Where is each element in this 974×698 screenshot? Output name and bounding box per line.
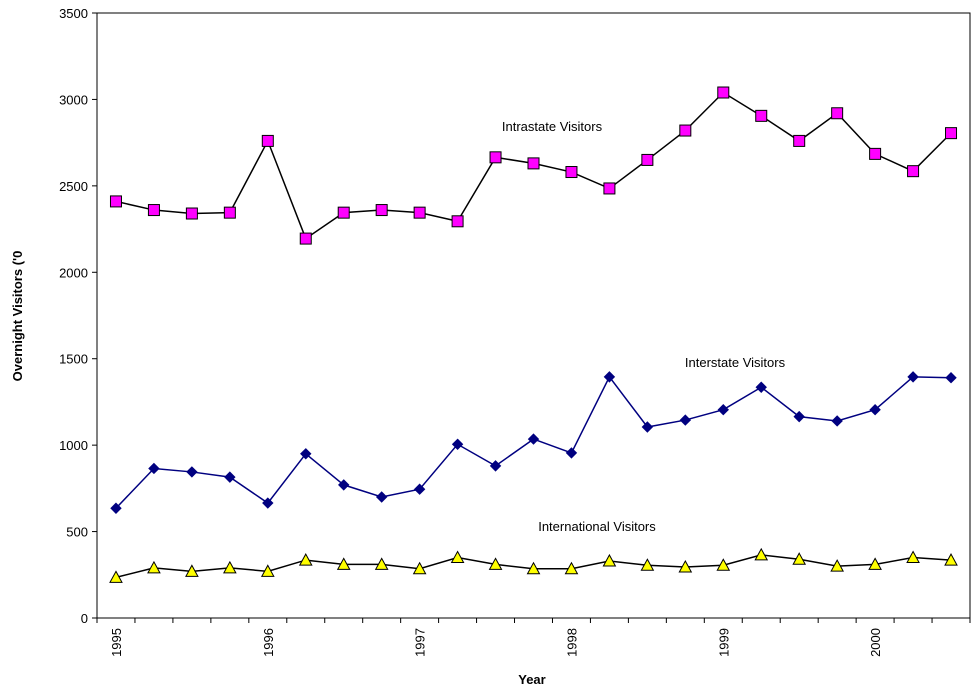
marker <box>224 471 236 483</box>
marker <box>716 558 731 571</box>
marker <box>147 560 161 574</box>
marker <box>412 561 427 575</box>
marker <box>298 553 313 566</box>
marker <box>451 215 464 228</box>
marker <box>489 460 502 472</box>
marker <box>793 410 805 423</box>
marker <box>831 415 843 427</box>
marker <box>907 371 919 383</box>
marker <box>337 206 350 219</box>
y-tick-label: 2000 <box>59 265 88 280</box>
marker <box>678 559 693 573</box>
marker <box>603 371 616 383</box>
marker <box>450 550 465 563</box>
marker <box>413 206 426 219</box>
marker <box>299 232 312 245</box>
series-label: Interstate Visitors <box>685 355 786 370</box>
y-tick-label: 3500 <box>59 6 88 21</box>
marker <box>109 570 123 583</box>
marker <box>451 438 464 450</box>
marker <box>755 109 768 122</box>
marker <box>640 558 655 571</box>
marker <box>336 557 351 570</box>
marker <box>679 124 692 137</box>
marker <box>565 166 578 179</box>
marker <box>945 372 957 384</box>
marker <box>793 134 806 147</box>
series-label: International Visitors <box>538 519 656 534</box>
marker <box>907 165 920 178</box>
y-tick-label: 0 <box>81 611 88 626</box>
y-tick-label: 2500 <box>59 179 88 194</box>
marker <box>641 153 654 166</box>
marker <box>526 561 541 575</box>
marker <box>110 502 122 514</box>
marker <box>148 462 160 475</box>
x-tick-label: 2000 <box>868 628 883 657</box>
marker <box>527 157 540 170</box>
marker <box>186 466 198 478</box>
y-tick-label: 3000 <box>59 92 88 107</box>
marker <box>717 403 729 416</box>
marker <box>754 547 769 561</box>
marker <box>602 553 617 567</box>
marker <box>527 433 540 445</box>
marker <box>185 564 199 577</box>
marker <box>375 204 388 217</box>
x-tick-label: 1996 <box>261 628 276 657</box>
plot-frame <box>96 12 971 619</box>
marker <box>147 204 160 217</box>
y-axis-label: Overnight Visitors ('0 <box>10 251 25 382</box>
marker <box>374 557 389 570</box>
marker <box>488 557 503 570</box>
marker <box>603 182 616 195</box>
marker <box>489 151 502 164</box>
marker <box>869 403 881 416</box>
y-tick-label: 1500 <box>59 352 88 367</box>
marker <box>300 448 312 460</box>
marker <box>565 447 578 459</box>
marker <box>413 483 426 495</box>
marker <box>944 553 958 566</box>
marker <box>679 414 692 426</box>
y-tick-label: 500 <box>66 525 88 540</box>
marker <box>755 381 767 393</box>
y-tick-label: 1000 <box>59 438 88 453</box>
x-axis-label: Year <box>518 672 545 687</box>
marker <box>831 107 844 120</box>
series-label: Intrastate Visitors <box>502 119 603 134</box>
marker <box>564 561 579 575</box>
marker <box>792 552 807 565</box>
marker <box>262 497 274 509</box>
x-tick-label: 1995 <box>109 628 124 657</box>
marker <box>906 550 920 563</box>
marker <box>223 560 237 574</box>
marker <box>945 127 958 140</box>
x-tick-label: 1998 <box>564 628 579 657</box>
marker <box>338 479 350 491</box>
marker <box>830 559 844 572</box>
marker <box>375 491 388 503</box>
marker <box>260 564 275 577</box>
marker <box>223 206 236 219</box>
x-tick-label: 1997 <box>413 628 428 657</box>
x-tick-label: 1999 <box>716 628 731 657</box>
marker <box>868 557 882 570</box>
marker <box>717 86 730 99</box>
marker <box>109 195 122 208</box>
marker <box>869 147 882 160</box>
marker <box>185 207 198 220</box>
marker <box>641 421 654 433</box>
marker <box>261 134 274 147</box>
